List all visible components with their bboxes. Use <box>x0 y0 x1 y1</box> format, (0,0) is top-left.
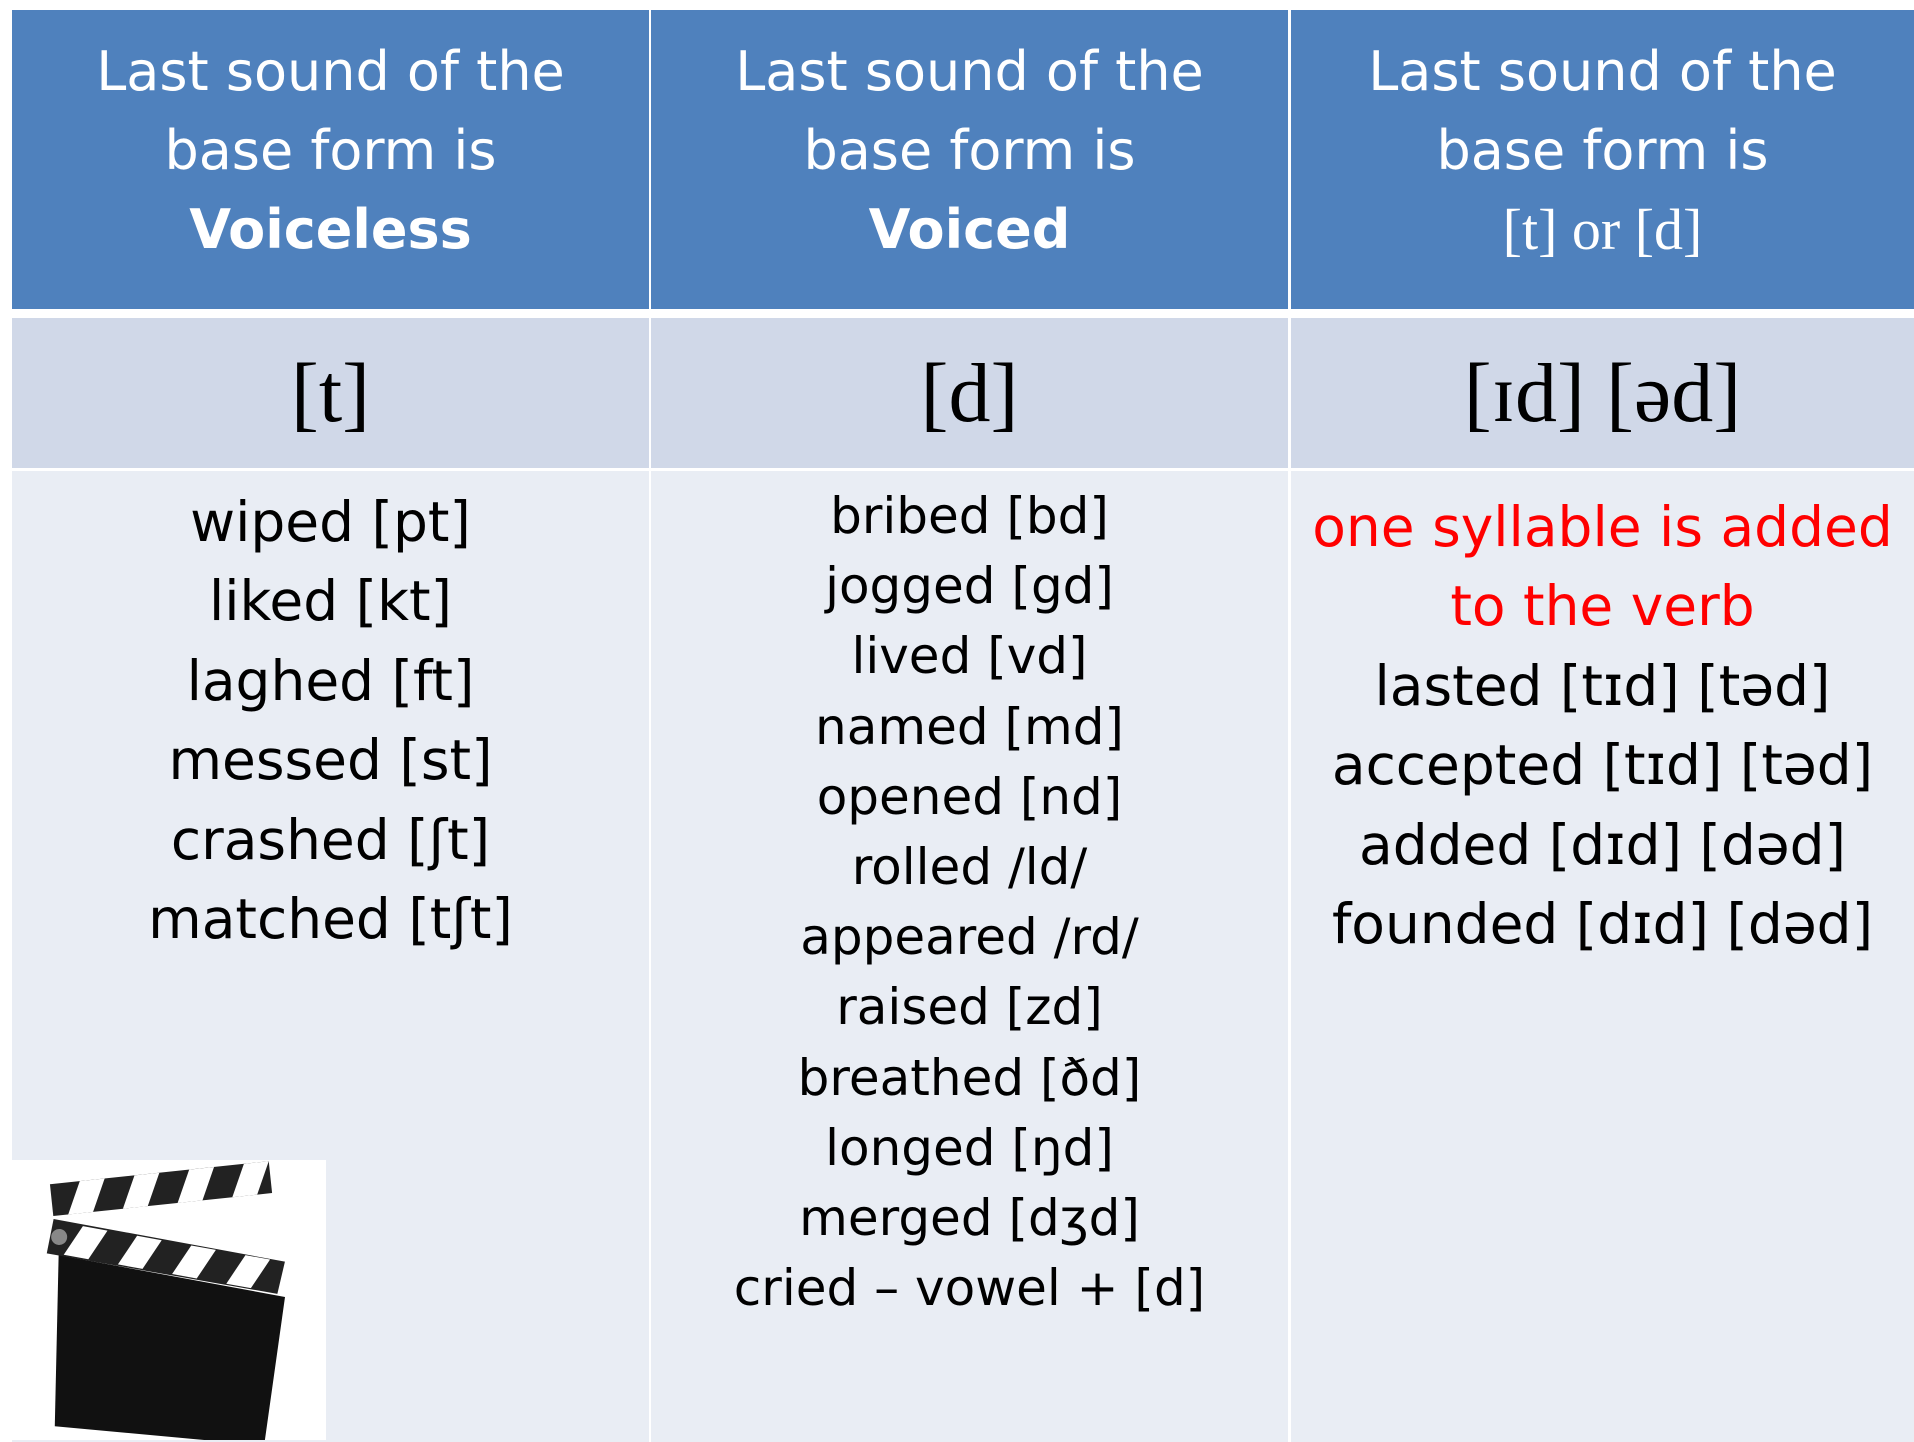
verb-example: named [md] <box>815 697 1124 756</box>
verb-example: bribed [bd] <box>830 487 1109 545</box>
verb-example: opened [nd] <box>816 767 1123 826</box>
header-cell: Last sound of the base form is Voiceless <box>12 10 649 309</box>
header-line: [t] or [d] <box>1502 197 1703 262</box>
header-line: base form is <box>164 119 497 182</box>
sound-label: [d] <box>920 346 1019 440</box>
verb-example: jogged [gd] <box>825 557 1114 616</box>
sound-cell: [d] <box>651 318 1288 468</box>
verb-example: lived [vd] <box>851 627 1088 686</box>
verb-example: wiped [pt] <box>190 490 471 554</box>
header-line: base form is <box>803 119 1136 182</box>
header-line: Last sound of the <box>1368 40 1837 103</box>
sound-label: [t] <box>290 346 371 440</box>
verb-example: liked [kt] <box>208 569 452 634</box>
header-line: Last sound of the <box>96 40 565 103</box>
header-cell: Last sound of the base form is Voiced <box>651 10 1288 309</box>
clapperboard-icon <box>12 1160 326 1440</box>
body-cell: one syllable is added to the verb lasted [… <box>1291 471 1914 1442</box>
verb-example: cried – vowel + [d] <box>733 1259 1206 1318</box>
body-cell: bribed [bd] jogged [gd] lived [vd] named [m… <box>651 471 1288 1442</box>
verb-example: rolled /ld/ <box>851 838 1088 897</box>
note-line: to the verb <box>1450 574 1755 639</box>
verb-example: appeared /rd/ <box>800 908 1139 967</box>
header-cell: Last sound of the base form is [t] or [d] <box>1291 10 1914 309</box>
verb-example: lasted [tɪd] [təd] <box>1374 653 1831 718</box>
verb-example: laghed [ft] <box>186 648 475 713</box>
header-line: Voiceless <box>189 198 472 261</box>
verb-example: merged [dʒd] <box>799 1189 1140 1248</box>
header-line: Voiced <box>868 198 1071 261</box>
verb-example: crashed [ʃt] <box>170 807 491 872</box>
verb-example: accepted [tɪd] [təd] <box>1331 733 1874 798</box>
verb-example: longed [ŋd] <box>825 1118 1114 1177</box>
note-line: one syllable is added <box>1312 495 1893 559</box>
sound-label: [ɪd] [əd] <box>1463 346 1742 440</box>
verb-example: matched [tʃt] <box>148 887 513 952</box>
sound-cell: [t] <box>12 318 649 468</box>
verb-example: messed [st] <box>168 728 493 793</box>
verb-example: founded [dɪd] [dəd] <box>1331 892 1874 957</box>
header-line: base form is <box>1436 119 1769 182</box>
verb-example: raised [zd] <box>836 978 1103 1037</box>
verb-example: breathed [ðd] <box>797 1048 1142 1107</box>
verb-example: added [dɪd] [dəd] <box>1359 812 1846 877</box>
header-line: Last sound of the <box>735 40 1204 103</box>
sound-cell: [ɪd] [əd] <box>1291 318 1914 468</box>
